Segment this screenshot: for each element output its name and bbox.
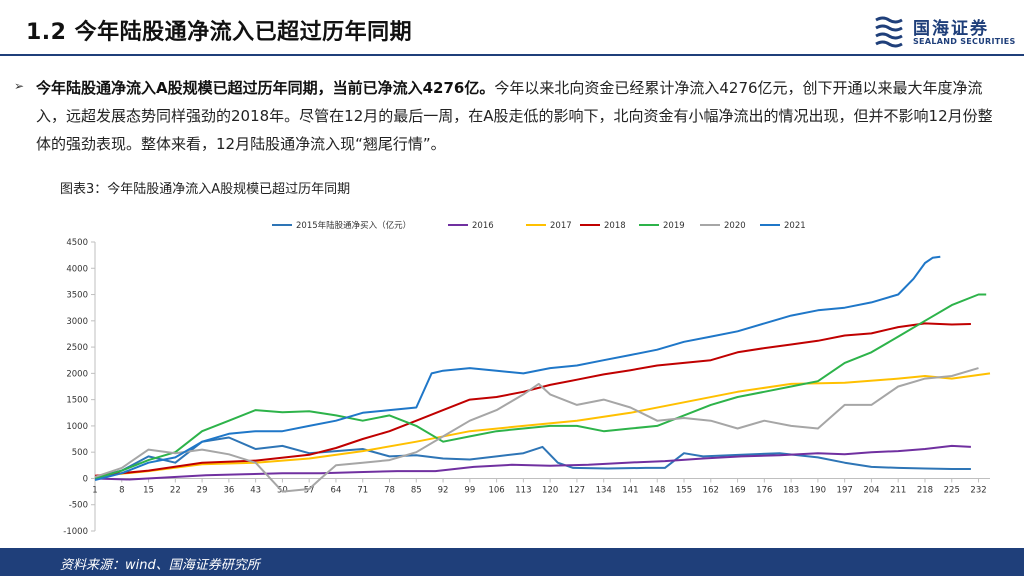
y-tick-label: -1000 <box>63 527 88 537</box>
series-line <box>94 367 979 493</box>
logo-english-name: SEALAND SECURITIES <box>913 37 1016 46</box>
x-tick-label: 57 <box>304 485 315 495</box>
series-line <box>94 444 971 481</box>
y-tick-label: 3500 <box>66 291 88 301</box>
x-tick-label: 134 <box>596 485 612 495</box>
x-tick-label: 8 <box>119 485 124 495</box>
x-tick-label: 204 <box>863 485 879 495</box>
summary-lead: 今年陆股通净流入A股规模已超过历年同期，当前已净流入4276亿。 <box>36 79 495 97</box>
y-tick-label: -500 <box>69 501 88 511</box>
x-tick-label: 85 <box>411 485 422 495</box>
x-tick-label: 78 <box>384 485 395 495</box>
x-tick-label: 99 <box>464 485 475 495</box>
x-tick-label: 225 <box>944 485 960 495</box>
legend-label: 2021 <box>784 221 806 231</box>
brand-logo: 国海证券 SEALAND SECURITIES <box>873 12 1018 52</box>
y-tick-label: 4500 <box>66 238 88 248</box>
x-tick-label: 148 <box>649 485 665 495</box>
y-tick-label: 2500 <box>66 343 88 353</box>
x-tick-label: 190 <box>810 485 826 495</box>
x-tick-label: 71 <box>357 485 368 495</box>
legend-label: 2019 <box>663 221 685 231</box>
x-tick-label: 1 <box>92 485 97 495</box>
sealand-logo-icon <box>875 16 903 48</box>
x-tick-label: 29 <box>197 485 208 495</box>
summary-text: 今年以来北向资金已经累计净流入4276亿元，创下开通以来最大年度净流入，远超发展… <box>36 79 993 153</box>
legend-label: 2020 <box>724 221 746 231</box>
legend-label: 2018 <box>604 221 626 231</box>
x-tick-label: 36 <box>223 485 234 495</box>
source-note: 资料来源：wind、国海证券研究所 <box>60 558 260 573</box>
series-line <box>94 255 941 481</box>
logo-chinese-name: 国海证券 <box>913 19 989 39</box>
x-tick-label: 141 <box>622 485 638 495</box>
y-tick-label: 3000 <box>66 317 88 327</box>
y-tick-label: 1000 <box>66 422 88 432</box>
x-tick-label: 162 <box>703 485 719 495</box>
x-tick-label: 120 <box>542 485 558 495</box>
y-tick-label: 0 <box>83 474 88 484</box>
x-tick-label: 22 <box>170 485 181 495</box>
figure-title: 图表3：今年陆股通净流入A股规模已超过历年同期 <box>60 182 351 197</box>
x-tick-label: 169 <box>729 485 745 495</box>
legend-label: 2015年陆股通净买入（亿元） <box>296 220 411 231</box>
footer-bar <box>0 548 1024 576</box>
x-tick-label: 113 <box>515 485 531 495</box>
x-tick-label: 155 <box>676 485 692 495</box>
x-tick-label: 15 <box>143 485 154 495</box>
x-tick-label: 127 <box>569 485 585 495</box>
series-line <box>94 436 971 479</box>
x-tick-label: 92 <box>438 485 449 495</box>
bullet-arrow-icon: ➢ <box>14 79 25 93</box>
x-tick-label: 211 <box>890 485 906 495</box>
series-line <box>94 322 971 477</box>
x-tick-label: 64 <box>331 485 342 495</box>
legend-label: 2017 <box>550 221 572 231</box>
y-tick-label: 4000 <box>66 264 88 274</box>
page-title: 1.2 今年陆股通净流入已超过历年同期 <box>26 20 413 45</box>
northbound-flow-line-chart: -1000 -500 0 500 1000 1500 2000 2500 3000 3500 400… <box>63 220 991 537</box>
summary-paragraph: 今年陆股通净流入A股规模已超过历年同期，当前已净流入4276亿。今年以来北向资金… <box>36 74 1002 158</box>
x-tick-label: 232 <box>970 485 986 495</box>
title-divider <box>0 54 1024 56</box>
x-tick-label: 183 <box>783 485 799 495</box>
x-tick-label: 106 <box>488 485 504 495</box>
x-tick-label: 43 <box>250 485 261 495</box>
y-tick-label: 500 <box>72 448 88 458</box>
legend-label: 2016 <box>472 221 494 231</box>
x-tick-label: 176 <box>756 485 772 495</box>
x-tick-label: 218 <box>917 485 933 495</box>
x-tick-label: 197 <box>837 485 853 495</box>
y-tick-label: 1500 <box>66 396 88 406</box>
y-tick-label: 2000 <box>66 369 88 379</box>
series-line <box>94 293 987 480</box>
